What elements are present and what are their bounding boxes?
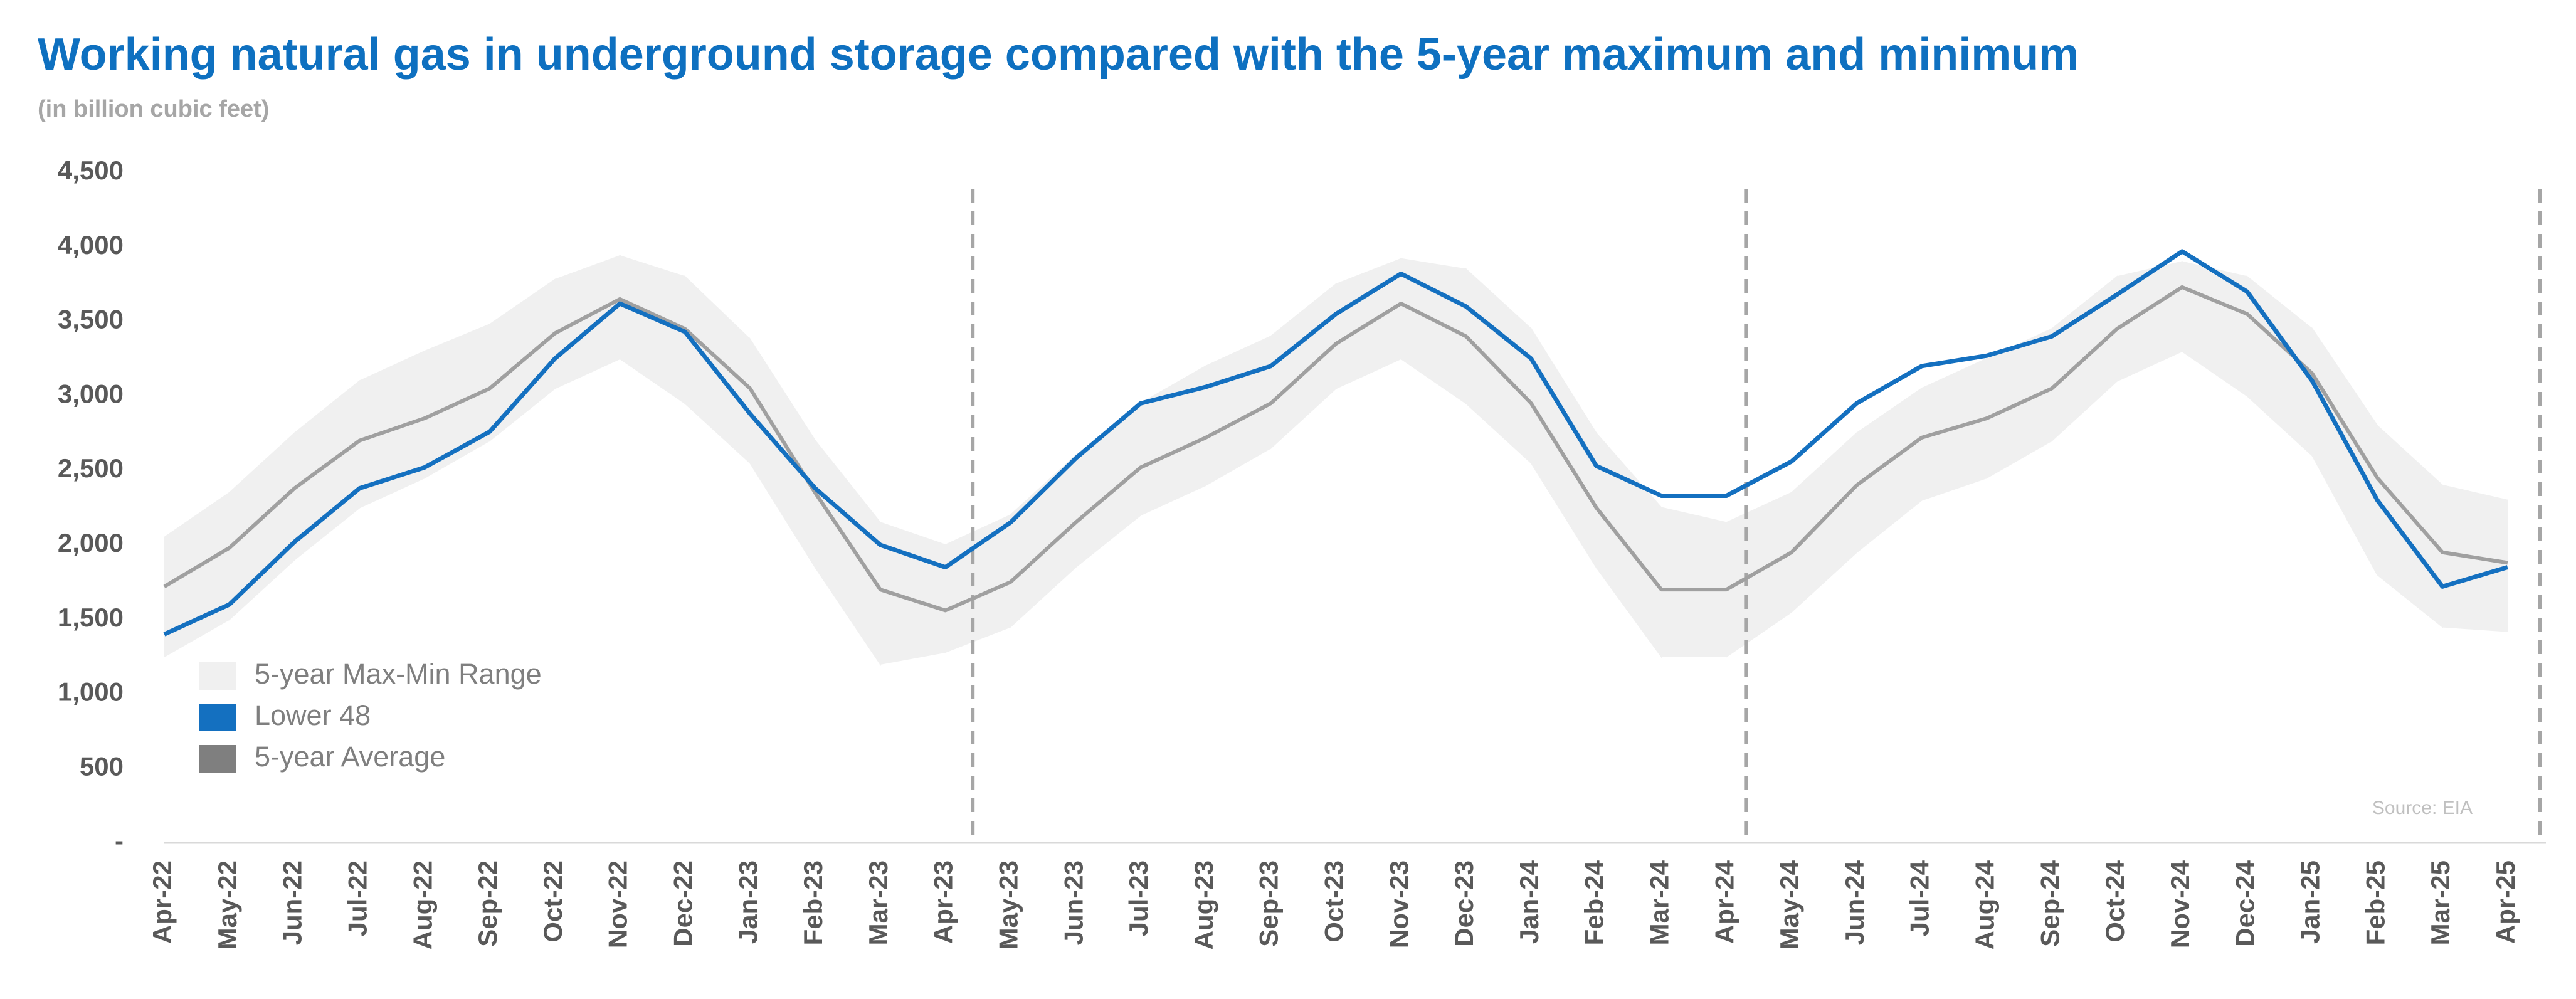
chart-subtitle: (in billion cubic feet) xyxy=(38,96,269,122)
x-tick-label: Jul-23 xyxy=(1124,860,1153,936)
y-tick-label: 3,500 xyxy=(58,305,124,334)
x-tick-label: Mar-25 xyxy=(2426,860,2455,945)
x-tick-label: Sep-23 xyxy=(1254,860,1284,947)
x-tick-label: Dec-23 xyxy=(1449,860,1479,947)
y-tick-label: 1,000 xyxy=(58,677,124,707)
y-tick-label: 4,500 xyxy=(58,156,124,185)
x-tick-label: Mar-23 xyxy=(863,860,893,945)
y-tick-label: 2,000 xyxy=(58,528,124,558)
series-line xyxy=(163,285,2508,613)
range-band xyxy=(1075,402,1141,569)
range-band xyxy=(1660,507,1728,658)
y-tick-label: 3,000 xyxy=(58,379,124,408)
range-band xyxy=(1791,431,1857,614)
x-tick-label: Apr-24 xyxy=(1709,860,1739,944)
range-band xyxy=(2181,261,2248,398)
legend-swatch xyxy=(199,704,236,731)
x-tick-label: Sep-22 xyxy=(473,860,502,947)
x-tick-label: Nov-24 xyxy=(2165,860,2195,948)
x-tick-label: Jan-24 xyxy=(1514,860,1544,944)
x-tick-label: Jul-24 xyxy=(1905,860,1935,936)
range-band xyxy=(554,255,621,390)
x-tick-label: Apr-25 xyxy=(2491,860,2520,944)
x-tick-label: May-24 xyxy=(1775,860,1804,949)
y-tick-label: 2,500 xyxy=(58,453,124,483)
range-band xyxy=(424,323,490,479)
x-tick-label: Oct-22 xyxy=(538,860,567,943)
series-line xyxy=(163,249,2508,637)
y-tick-label: 500 xyxy=(80,751,124,781)
range-band xyxy=(2311,327,2378,575)
range-band xyxy=(1726,492,1792,658)
x-tick-label: May-22 xyxy=(213,860,242,949)
x-tick-label: Feb-25 xyxy=(2360,860,2390,945)
x-tick-label: Jun-23 xyxy=(1058,860,1088,945)
x-tick-label: Jan-23 xyxy=(733,860,763,944)
x-tick-label: Dec-22 xyxy=(668,860,697,947)
x-tick-label: Apr-22 xyxy=(147,860,177,944)
x-tick-label: Aug-23 xyxy=(1189,860,1218,949)
x-tick-label: Oct-23 xyxy=(1319,860,1348,943)
range-band xyxy=(1205,335,1272,487)
range-band xyxy=(228,431,295,621)
range-band xyxy=(815,438,881,667)
legend-label: 5-year Max-Min Range xyxy=(255,658,542,690)
legend-swatch xyxy=(199,745,236,773)
x-tick-label: Feb-23 xyxy=(798,860,828,945)
y-tick-label: - xyxy=(115,826,124,855)
legend-label: 5-year Average xyxy=(255,741,445,773)
range-band xyxy=(2377,424,2443,628)
range-band xyxy=(944,514,1011,653)
x-tick-label: Aug-22 xyxy=(408,860,437,949)
range-band xyxy=(1855,387,1923,554)
x-tick-label: Nov-23 xyxy=(1384,860,1413,948)
x-tick-label: Dec-24 xyxy=(2230,860,2260,946)
x-tick-label: Jul-22 xyxy=(342,860,372,936)
range-band xyxy=(1270,283,1337,450)
range-band xyxy=(1465,268,1532,465)
x-tick-label: Mar-24 xyxy=(1644,860,1674,945)
range-band xyxy=(1010,454,1077,628)
x-tick-label: Oct-24 xyxy=(2100,860,2130,942)
legend-swatch xyxy=(199,662,236,690)
source-note: Source: EIA xyxy=(2372,798,2473,818)
y-tick-label: 1,500 xyxy=(58,603,124,632)
chart-title: Working natural gas in underground stora… xyxy=(38,29,2079,80)
x-tick-label: Jan-25 xyxy=(2295,860,2325,944)
x-tick-label: Apr-23 xyxy=(929,860,958,944)
x-tick-label: Jun-24 xyxy=(1840,860,1869,945)
x-tick-label: Feb-24 xyxy=(1580,860,1609,945)
x-tick-label: May-23 xyxy=(993,860,1023,949)
x-tick-label: Nov-22 xyxy=(603,860,633,948)
x-tick-label: Aug-24 xyxy=(1970,860,1999,949)
y-tick-label: 4,000 xyxy=(58,230,124,260)
legend-label: Lower 48 xyxy=(255,699,371,731)
x-tick-label: Jun-22 xyxy=(278,860,307,945)
x-tick-label: Sep-24 xyxy=(2035,860,2064,946)
range-band xyxy=(1595,431,1662,659)
